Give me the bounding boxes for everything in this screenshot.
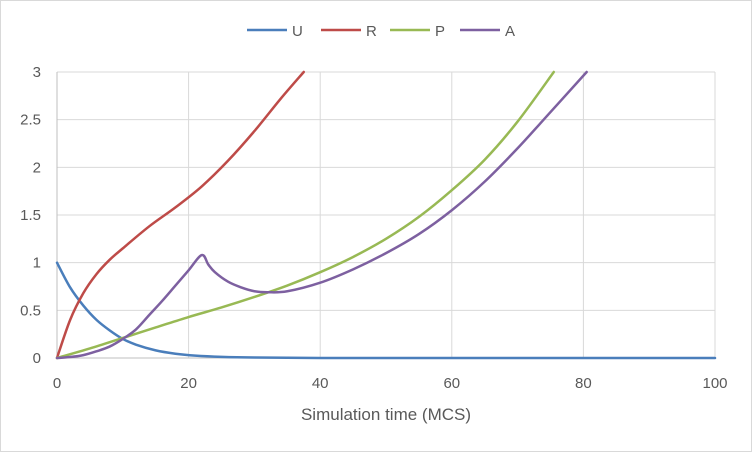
x-tick-label: 40 xyxy=(312,375,329,392)
legend-item-a: A xyxy=(460,23,515,40)
y-tick-label: 1 xyxy=(33,255,41,272)
x-tick-label: 60 xyxy=(443,375,460,392)
series-line-r xyxy=(55,70,305,360)
legend-label: A xyxy=(505,23,515,40)
y-tick-label: 3 xyxy=(33,64,41,81)
y-tick-label: 2 xyxy=(33,159,41,176)
series-lines xyxy=(55,70,717,360)
x-tick-label: 0 xyxy=(53,375,61,392)
x-tick-label: 100 xyxy=(702,375,727,392)
legend-label: U xyxy=(292,23,303,40)
legend-item-r: R xyxy=(321,23,377,40)
y-tick-label: 2.5 xyxy=(20,112,41,129)
legend-label: R xyxy=(366,23,377,40)
x-tick-label: 80 xyxy=(575,375,592,392)
x-axis-title: Simulation time (MCS) xyxy=(301,405,471,424)
axes: 0 0.5 1 1.5 2 2.5 3 0 20 40 60 80 100 xyxy=(20,64,727,392)
legend-item-u: U xyxy=(247,23,303,40)
series-line-a xyxy=(55,70,588,360)
y-tick-label: 0 xyxy=(33,350,41,367)
legend-item-p: P xyxy=(390,23,445,40)
series-line-p xyxy=(55,70,556,360)
legend-label: P xyxy=(435,23,445,40)
series-line-u xyxy=(55,261,717,360)
y-tick-label: 1.5 xyxy=(20,207,41,224)
gridlines xyxy=(57,71,716,358)
y-tick-label: 0.5 xyxy=(20,302,41,319)
x-tick-label: 20 xyxy=(180,375,197,392)
